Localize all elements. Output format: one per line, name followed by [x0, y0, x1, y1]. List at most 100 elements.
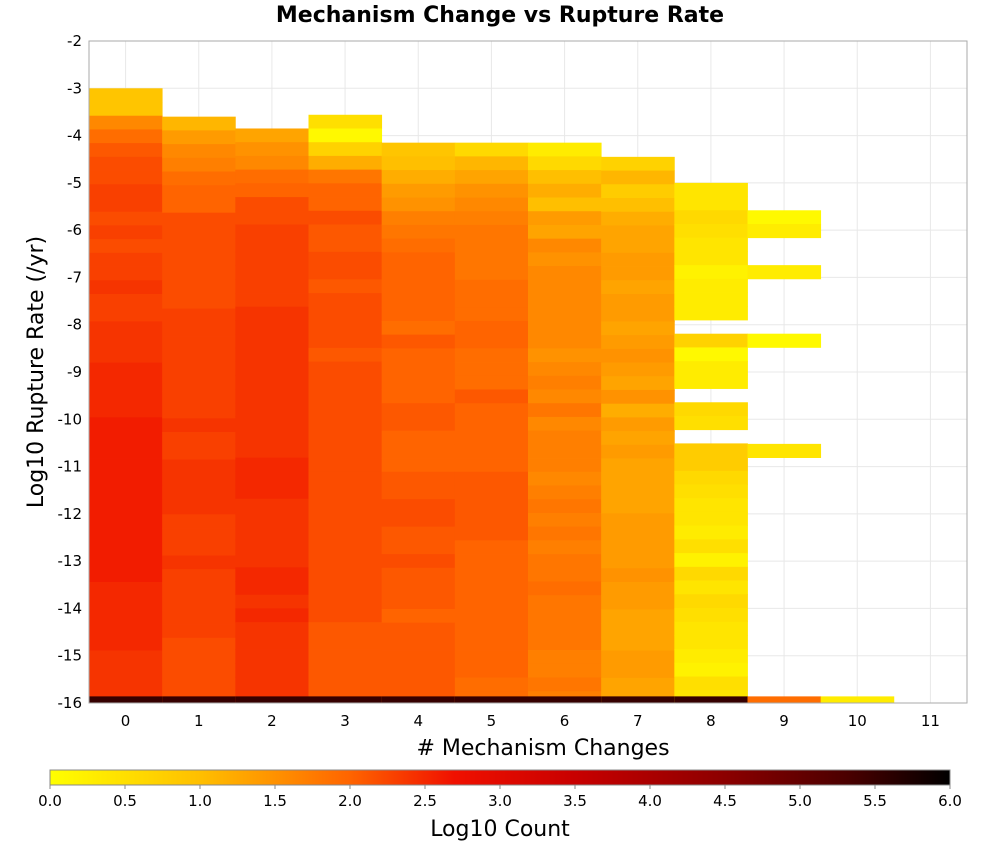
y-tick-label: -3	[67, 79, 82, 97]
heatmap-cell	[454, 567, 529, 582]
heatmap-cell	[601, 211, 675, 226]
heatmap-cell	[235, 320, 309, 335]
heatmap-cell	[454, 224, 529, 240]
heatmap-cell	[601, 527, 675, 542]
heatmap-cell	[381, 622, 456, 637]
colorbar-tick-labels: 0.0 0.5 1.0 1.5 2.0 2.5 3.0 3.5 4.0 4.5 5.0 5.5 6.0	[38, 785, 962, 810]
heatmap-cell	[528, 444, 602, 459]
heatmap-cell	[381, 595, 456, 610]
y-tick-labels: -2 -3 -4 -5 -6 -7 -8 -9 -10 -11 -12 -13 -14 -15 -16	[58, 32, 83, 712]
heatmap-cell	[454, 279, 529, 294]
heatmap-cell	[381, 197, 456, 212]
heatmap-cell	[601, 362, 675, 377]
heatmap-cell	[162, 185, 236, 200]
heatmap-cell	[601, 623, 675, 638]
heatmap-cell	[528, 696, 602, 704]
heatmap-cell	[601, 307, 675, 322]
heatmap-cell	[601, 568, 675, 583]
heatmap-cell	[528, 348, 602, 363]
heatmap-cell	[601, 156, 675, 171]
heatmap-cell	[454, 320, 529, 336]
heatmap-cell	[454, 512, 529, 528]
heatmap-cell	[454, 622, 529, 637]
heatmap-cell	[235, 594, 309, 609]
colorbar-tick-label: 0.5	[113, 792, 137, 810]
heatmap-cell	[308, 539, 383, 554]
heatmap-cell	[308, 663, 383, 678]
heatmap-cell	[454, 348, 529, 363]
heatmap-cell	[235, 210, 309, 225]
heatmap-cell	[162, 130, 236, 145]
heatmap-cell	[308, 361, 383, 376]
heatmap-cell	[235, 375, 309, 390]
y-tick-label: -6	[67, 221, 82, 239]
heatmap-cells	[89, 88, 895, 704]
heatmap-cell	[162, 473, 236, 488]
heatmap-cell	[235, 155, 309, 171]
heatmap-cell	[235, 197, 309, 212]
heatmap-cell	[89, 581, 163, 597]
heatmap-cell	[381, 650, 456, 665]
heatmap-cell	[601, 184, 675, 199]
colorbar-tick-label: 1.5	[263, 792, 287, 810]
heatmap-cell	[89, 527, 163, 542]
heatmap-cell	[89, 335, 163, 350]
heatmap-cell	[674, 182, 748, 197]
heatmap-cell	[162, 528, 236, 543]
heatmap-cell	[601, 472, 675, 487]
heatmap-cell	[89, 293, 163, 309]
heatmap-cell	[162, 596, 236, 611]
heatmap-cell	[308, 293, 383, 308]
heatmap-cell	[381, 142, 456, 157]
heatmap-cell	[674, 265, 748, 280]
heatmap-cell	[235, 471, 309, 486]
heatmap-cell	[89, 362, 163, 377]
heatmap-cell	[381, 567, 456, 582]
heatmap-cell	[308, 581, 383, 596]
heatmap-cell	[89, 513, 163, 528]
heatmap-cell	[454, 581, 529, 596]
heatmap-cell	[308, 210, 383, 225]
heatmap-cell	[308, 696, 383, 704]
heatmap-cell	[381, 636, 456, 651]
heatmap-cell	[454, 416, 529, 432]
heatmap-cell	[235, 334, 309, 349]
heatmap-cell	[747, 265, 822, 280]
heatmap-cell	[454, 183, 529, 198]
heatmap-cell	[235, 402, 309, 417]
heatmap-cell	[454, 444, 529, 459]
heatmap-cell	[162, 514, 236, 529]
heatmap-cell	[528, 499, 602, 514]
heatmap-cell	[162, 116, 236, 131]
heatmap-cell	[89, 431, 163, 446]
heatmap-cell	[89, 143, 163, 158]
heatmap-cell	[162, 198, 236, 214]
y-tick-label: -13	[58, 552, 83, 570]
heatmap-cell	[162, 555, 236, 570]
heatmap-cell	[528, 293, 602, 308]
heatmap-cell	[601, 348, 675, 363]
heatmap-cell	[308, 238, 383, 253]
heatmap-cell	[308, 635, 383, 650]
heatmap-cell	[601, 595, 675, 610]
heatmap-cell	[162, 171, 236, 186]
heatmap-cell	[674, 443, 748, 458]
x-axis-label: # Mechanism Changes	[416, 736, 669, 761]
heatmap-cell	[308, 471, 383, 486]
heatmap-cell	[381, 430, 456, 445]
heatmap-cell	[454, 650, 529, 665]
heatmap-cell	[381, 677, 456, 692]
heatmap-cell	[674, 210, 748, 225]
heatmap-cell	[674, 525, 748, 540]
heatmap-cell	[381, 389, 456, 404]
x-tick-label: 0	[121, 712, 131, 730]
heatmap-cell	[454, 142, 529, 157]
heatmap-cell	[601, 389, 675, 405]
heatmap-cell	[235, 347, 309, 362]
heatmap-cell	[601, 321, 675, 336]
heatmap-cell	[308, 622, 383, 637]
heatmap-cell	[528, 362, 602, 377]
heatmap-cell	[454, 526, 529, 541]
heatmap-cell	[674, 566, 748, 581]
heatmap-cell	[601, 458, 675, 473]
